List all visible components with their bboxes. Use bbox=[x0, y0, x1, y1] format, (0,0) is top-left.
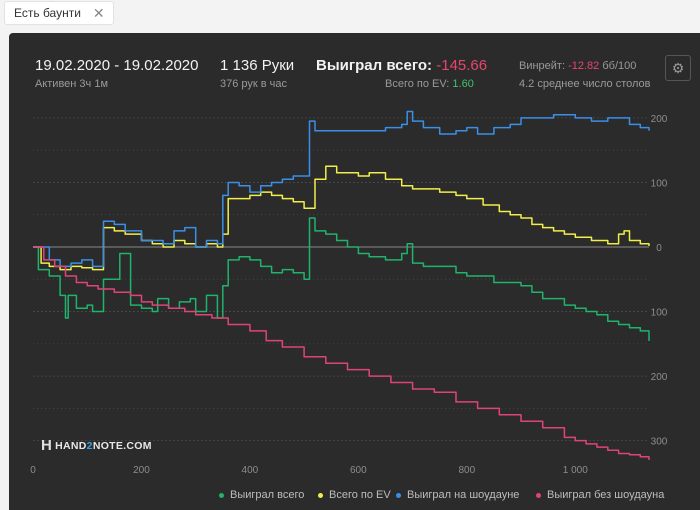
legend-item-showdown[interactable]: Выиграл на шоудауне bbox=[396, 489, 519, 501]
active-time: Активен 3ч 1м bbox=[35, 78, 109, 90]
legend-label: Выиграл без шоудауна bbox=[547, 489, 665, 501]
x-tick-label: 0 bbox=[30, 465, 36, 476]
x-tick-label: 200 bbox=[133, 465, 150, 476]
won-total-value: -145.66 bbox=[436, 57, 488, 74]
settings-button[interactable]: ⚙ bbox=[665, 55, 691, 81]
x-axis-ticks: 0 200 400 600 800 1 000 bbox=[30, 465, 588, 476]
chart-legend: Выиграл всего Всего по EV Выиграл на шоу… bbox=[9, 489, 700, 505]
legend-label: Выиграл всего bbox=[230, 489, 305, 501]
ev-label: Всего по EV: bbox=[385, 78, 450, 90]
avg-tables: 4.2 среднее число столов bbox=[519, 78, 651, 90]
date-range: 19.02.2020 - 19.02.2020 bbox=[35, 57, 199, 74]
legend-item-non-showdown[interactable]: Выиграл без шоудауна bbox=[536, 489, 664, 501]
legend-marker bbox=[396, 492, 401, 498]
legend-item-won-total[interactable]: Выиграл всего bbox=[219, 489, 304, 501]
stats-panel: 19.02.2020 - 19.02.2020 Активен 3ч 1м 1 … bbox=[9, 33, 700, 510]
x-tick-label: 800 bbox=[458, 465, 475, 476]
logo-text-post: NOTE.COM bbox=[92, 439, 152, 452]
legend-label: Выиграл на шоудауне bbox=[407, 489, 520, 501]
series-line-4 bbox=[33, 246, 650, 460]
winrate: Винрейт: -12.82 бб/100 bbox=[519, 60, 636, 72]
logo-text-mid: 2 bbox=[86, 439, 93, 452]
tab-bounty[interactable]: Есть баунти ✕ bbox=[4, 1, 114, 25]
winrate-unit: бб/100 bbox=[602, 60, 637, 72]
x-tick-label: 400 bbox=[242, 465, 259, 476]
y-axis-ticks: 200 100 0 100 200 300 bbox=[651, 114, 668, 448]
series-line-2 bbox=[33, 165, 650, 271]
ev-total: Всего по EV: 1.60 bbox=[385, 78, 474, 90]
hand2note-logo: H HAND 2 NOTE.COM bbox=[41, 437, 152, 454]
won-total: Выиграл всего: -145.66 bbox=[316, 57, 487, 74]
y-tick-label: 100 bbox=[651, 178, 668, 189]
won-total-label: Выиграл всего: bbox=[316, 57, 433, 74]
winrate-label: Винрейт: bbox=[519, 60, 566, 72]
y-tick-label: 200 bbox=[651, 372, 668, 383]
y-tick-label: 200 bbox=[651, 114, 668, 125]
chart-grid bbox=[33, 117, 649, 442]
x-tick-label: 1 000 bbox=[563, 465, 588, 476]
tab-label: Есть баунти bbox=[14, 6, 81, 20]
chart-series bbox=[33, 110, 650, 460]
tab-bar: Есть баунти ✕ bbox=[0, 0, 700, 30]
hands-count: 1 136 Руки bbox=[220, 57, 295, 74]
legend-label: Всего по EV bbox=[329, 489, 391, 501]
legend-marker bbox=[219, 492, 224, 498]
series-line-3 bbox=[33, 110, 650, 268]
winrate-value: -12.82 bbox=[568, 60, 600, 72]
logo-mark: H bbox=[41, 437, 53, 454]
x-tick-label: 600 bbox=[350, 465, 367, 476]
legend-item-ev[interactable]: Всего по EV bbox=[318, 489, 391, 501]
y-tick-label: 300 bbox=[651, 437, 668, 448]
legend-marker bbox=[536, 492, 541, 498]
logo-text-pre: HAND bbox=[55, 439, 87, 452]
legend-marker bbox=[318, 492, 323, 498]
y-tick-label: 0 bbox=[656, 243, 662, 254]
ev-value: 1.60 bbox=[452, 78, 474, 90]
hands-per-hour: 376 рук в час bbox=[220, 78, 288, 90]
close-icon[interactable]: ✕ bbox=[92, 5, 105, 21]
series-line-1 bbox=[33, 217, 650, 341]
gear-icon: ⚙ bbox=[671, 59, 685, 76]
y-tick-label: 100 bbox=[651, 308, 668, 319]
